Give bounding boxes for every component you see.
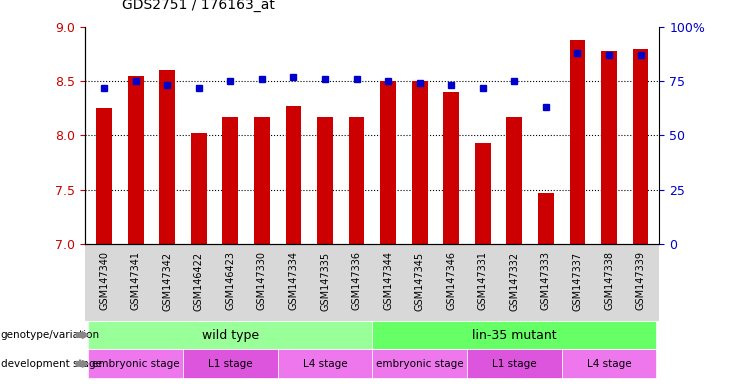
Bar xyxy=(443,92,459,244)
Bar xyxy=(222,117,239,244)
Text: genotype/variation: genotype/variation xyxy=(1,330,100,340)
Text: wild type: wild type xyxy=(202,329,259,341)
Bar xyxy=(570,40,585,244)
Text: embryonic stage: embryonic stage xyxy=(376,359,463,369)
Bar xyxy=(633,48,648,244)
Bar xyxy=(127,76,144,244)
Bar xyxy=(412,81,428,244)
Bar xyxy=(96,108,112,244)
Bar xyxy=(285,106,302,244)
Bar xyxy=(538,193,554,244)
Bar xyxy=(254,117,270,244)
Text: lin-35 mutant: lin-35 mutant xyxy=(472,329,556,341)
Text: GDS2751 / 176163_at: GDS2751 / 176163_at xyxy=(122,0,275,12)
Bar xyxy=(159,70,175,244)
Bar xyxy=(191,133,207,244)
Text: L4 stage: L4 stage xyxy=(587,359,631,369)
Bar xyxy=(349,117,365,244)
Text: development stage: development stage xyxy=(1,359,102,369)
Bar xyxy=(601,51,617,244)
Bar xyxy=(506,117,522,244)
Text: L1 stage: L1 stage xyxy=(492,359,536,369)
Bar xyxy=(475,143,491,244)
Text: L1 stage: L1 stage xyxy=(208,359,253,369)
Bar xyxy=(380,81,396,244)
Text: embryonic stage: embryonic stage xyxy=(92,359,179,369)
Bar xyxy=(317,117,333,244)
Text: L4 stage: L4 stage xyxy=(303,359,348,369)
